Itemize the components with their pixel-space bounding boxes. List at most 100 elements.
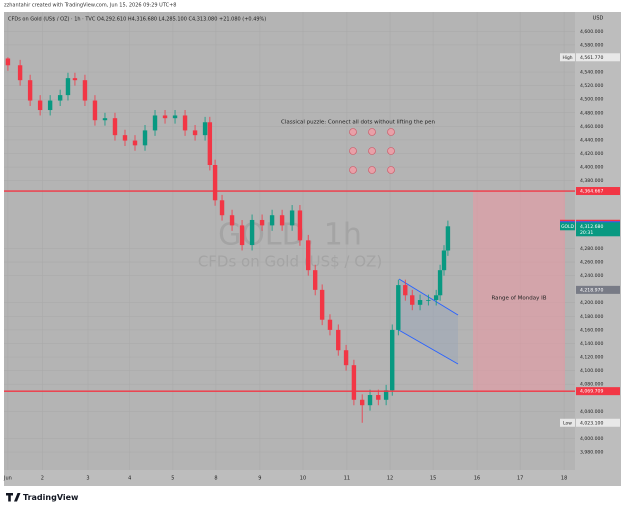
y-tick-label: 4,500.000 bbox=[580, 97, 603, 103]
countdown: 20:31 bbox=[580, 230, 593, 236]
x-tick-label: 18 bbox=[561, 476, 567, 482]
price-axis bbox=[575, 12, 621, 470]
y-tick-label: 4,200.000 bbox=[580, 300, 603, 306]
x-tick-label: 3 bbox=[86, 476, 89, 482]
y-tick-label: 4,460.000 bbox=[580, 124, 603, 130]
candle-body bbox=[192, 130, 198, 136]
candle-body bbox=[142, 130, 148, 146]
y-tick-label: 4,420.000 bbox=[580, 151, 603, 157]
channel-bottom bbox=[396, 328, 459, 365]
level-label: 4,364.667 bbox=[580, 189, 603, 195]
price-tag bbox=[560, 53, 575, 62]
dot bbox=[387, 147, 395, 155]
candle-body bbox=[403, 285, 408, 296]
candle-body bbox=[172, 115, 178, 119]
currency: USD bbox=[593, 16, 604, 22]
price-badge bbox=[576, 53, 620, 62]
candle-body bbox=[37, 100, 43, 111]
candle-body bbox=[57, 95, 63, 101]
price-badge bbox=[576, 285, 620, 294]
level-badge bbox=[576, 187, 620, 196]
candle-body bbox=[72, 78, 78, 81]
y-tick-label: 4,080.000 bbox=[580, 382, 603, 388]
dot bbox=[368, 128, 376, 136]
candle-body bbox=[343, 350, 349, 366]
y-tick-label: 4,380.000 bbox=[580, 178, 603, 184]
candle-body bbox=[202, 122, 208, 136]
candle-body bbox=[65, 78, 71, 96]
y-tick-label: 4,600.000 bbox=[580, 29, 603, 35]
candle-body bbox=[219, 200, 225, 216]
symbol-line: CFDs on Gold (US$ / OZ) · 1h · TVC O4,29… bbox=[8, 17, 266, 23]
x-tick-label: 9 bbox=[258, 476, 261, 482]
y-tick-label: 4,120.000 bbox=[580, 355, 603, 361]
y-tick-label: 4,260.000 bbox=[580, 260, 603, 266]
candle-body bbox=[433, 295, 439, 301]
candle-body bbox=[390, 329, 395, 391]
price-tag-label: High bbox=[562, 55, 572, 61]
candle-body bbox=[27, 80, 33, 101]
candle-body bbox=[212, 165, 218, 201]
candle-body bbox=[269, 215, 275, 226]
candle-body bbox=[259, 219, 265, 226]
candle-body bbox=[396, 285, 401, 330]
candle-body bbox=[319, 289, 325, 320]
candle-body bbox=[182, 115, 188, 131]
candle-body bbox=[445, 226, 451, 251]
price-badge-label: 4,312.680 bbox=[580, 224, 603, 230]
time-axis bbox=[4, 470, 621, 486]
candle-body bbox=[312, 270, 318, 290]
x-tick-label: 8 bbox=[214, 476, 217, 482]
y-tick-label: 4,520.000 bbox=[580, 83, 603, 89]
candle-body bbox=[122, 135, 128, 141]
price-badge-label: 4,023.100 bbox=[580, 420, 603, 426]
candle-body bbox=[367, 395, 373, 406]
x-tick-label: 11 bbox=[344, 476, 350, 482]
candle-body bbox=[162, 115, 168, 119]
watermark-name: CFDs on Gold (US$ / OZ) bbox=[198, 253, 382, 271]
candle-body bbox=[239, 225, 245, 246]
candle-body bbox=[207, 122, 213, 166]
x-tick-label: 17 bbox=[517, 476, 523, 482]
candle-body bbox=[102, 118, 108, 121]
dot bbox=[349, 147, 357, 155]
candle-body bbox=[112, 118, 118, 136]
x-tick-label: 15 bbox=[430, 476, 436, 482]
y-tick-label: 4,160.000 bbox=[580, 327, 603, 333]
candle-body bbox=[351, 365, 357, 400]
range-box bbox=[473, 191, 565, 392]
x-tick-label: 2 bbox=[41, 476, 44, 482]
candle-body bbox=[297, 210, 303, 241]
price-badge bbox=[576, 418, 620, 427]
range-note: Range of Monday IB bbox=[491, 296, 546, 302]
candle-body bbox=[327, 319, 333, 330]
y-tick-label: 4,440.000 bbox=[580, 137, 603, 143]
level-badge bbox=[576, 387, 620, 396]
credit: zzhantahir created with TradingView.com,… bbox=[4, 3, 176, 9]
price-tag bbox=[560, 222, 575, 231]
x-tick-label: Jun bbox=[3, 476, 12, 482]
y-tick-label: 4,540.000 bbox=[580, 70, 603, 76]
x-tick-label: 10 bbox=[300, 476, 306, 482]
logo-mark bbox=[6, 493, 21, 502]
y-tick-label: 4,280.000 bbox=[580, 246, 603, 252]
dot bbox=[368, 147, 376, 155]
price-tag-label: Low bbox=[563, 420, 572, 426]
y-tick-label: 4,240.000 bbox=[580, 273, 603, 279]
dot bbox=[387, 166, 395, 174]
brand: TradingView bbox=[23, 493, 79, 502]
dot bbox=[349, 166, 357, 174]
candle-body bbox=[92, 100, 98, 121]
x-tick-label: 16 bbox=[474, 476, 480, 482]
candle-body bbox=[5, 58, 11, 66]
candle-body bbox=[132, 140, 138, 146]
candle-body bbox=[229, 215, 235, 226]
candle-body bbox=[437, 270, 443, 296]
price-badge-label: 4,561.770 bbox=[580, 55, 603, 61]
price-tag-label: GOLD bbox=[561, 224, 574, 230]
puzzle-note: Classical puzzle: Connect all dots witho… bbox=[281, 120, 436, 126]
candle-body bbox=[376, 395, 381, 400]
candle-body bbox=[306, 240, 311, 271]
